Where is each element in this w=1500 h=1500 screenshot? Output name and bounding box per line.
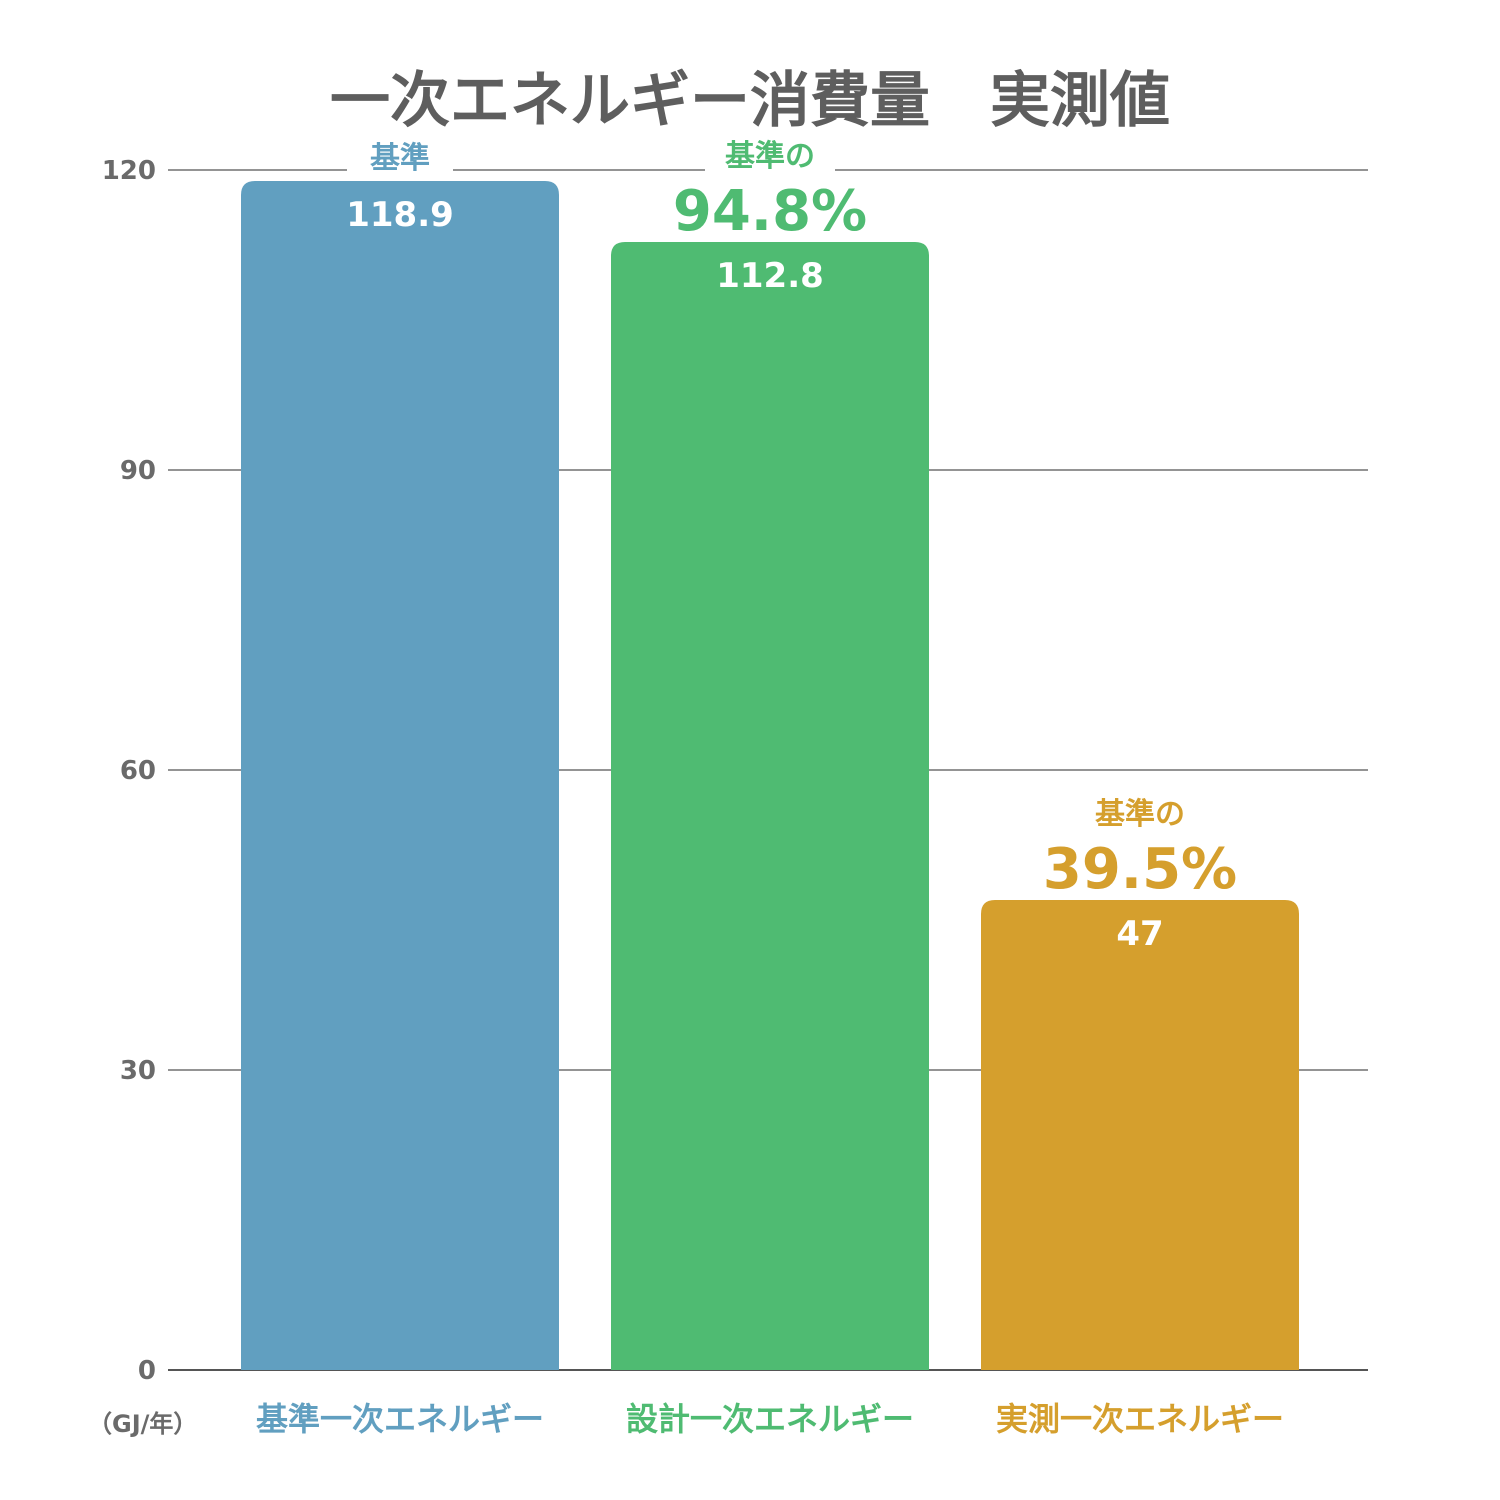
annotation-bg-3 — [1075, 796, 1205, 836]
value-label-3: 47 — [1116, 914, 1163, 954]
bar-3 — [981, 900, 1299, 1370]
y-tick-label-120: 120 — [102, 156, 156, 186]
y-tick-label-30: 30 — [120, 1056, 156, 1086]
bar-2 — [611, 242, 929, 1370]
value-label-1: 118.9 — [346, 195, 454, 235]
percent-label-3: 39.5% — [1043, 837, 1237, 902]
annotation-label-1: 基準 — [370, 141, 430, 176]
data-labels: 118.9 基準 112.8 94.8% 基準の 47 39.5% 基準の — [346, 138, 1237, 954]
x-axis-categories: 基準一次エネルギー 設計一次エネルギー 実測一次エネルギー — [256, 1400, 1284, 1438]
bar-1 — [241, 181, 559, 1370]
annotation-bg-2 — [705, 138, 835, 178]
annotation-label-2: 基準の — [725, 139, 815, 174]
unit-label: （GJ/年） — [88, 1410, 198, 1438]
y-axis-ticks: 0 30 60 90 120 — [102, 156, 156, 1386]
annotation-label-3: 基準の — [1095, 797, 1185, 832]
y-tick-label-0: 0 — [138, 1356, 156, 1386]
annotation-bg-1 — [347, 140, 453, 180]
percent-label-2: 94.8% — [673, 179, 867, 244]
bars — [241, 181, 1299, 1370]
y-tick-label-90: 90 — [120, 456, 156, 486]
category-label-2: 設計一次エネルギー — [626, 1400, 914, 1438]
category-label-3: 実測一次エネルギー — [996, 1400, 1284, 1438]
value-label-2: 112.8 — [716, 256, 824, 296]
chart-title: 一次エネルギー消費量 実測値 — [330, 66, 1170, 136]
y-tick-label-60: 60 — [120, 756, 156, 786]
category-label-1: 基準一次エネルギー — [256, 1400, 544, 1438]
